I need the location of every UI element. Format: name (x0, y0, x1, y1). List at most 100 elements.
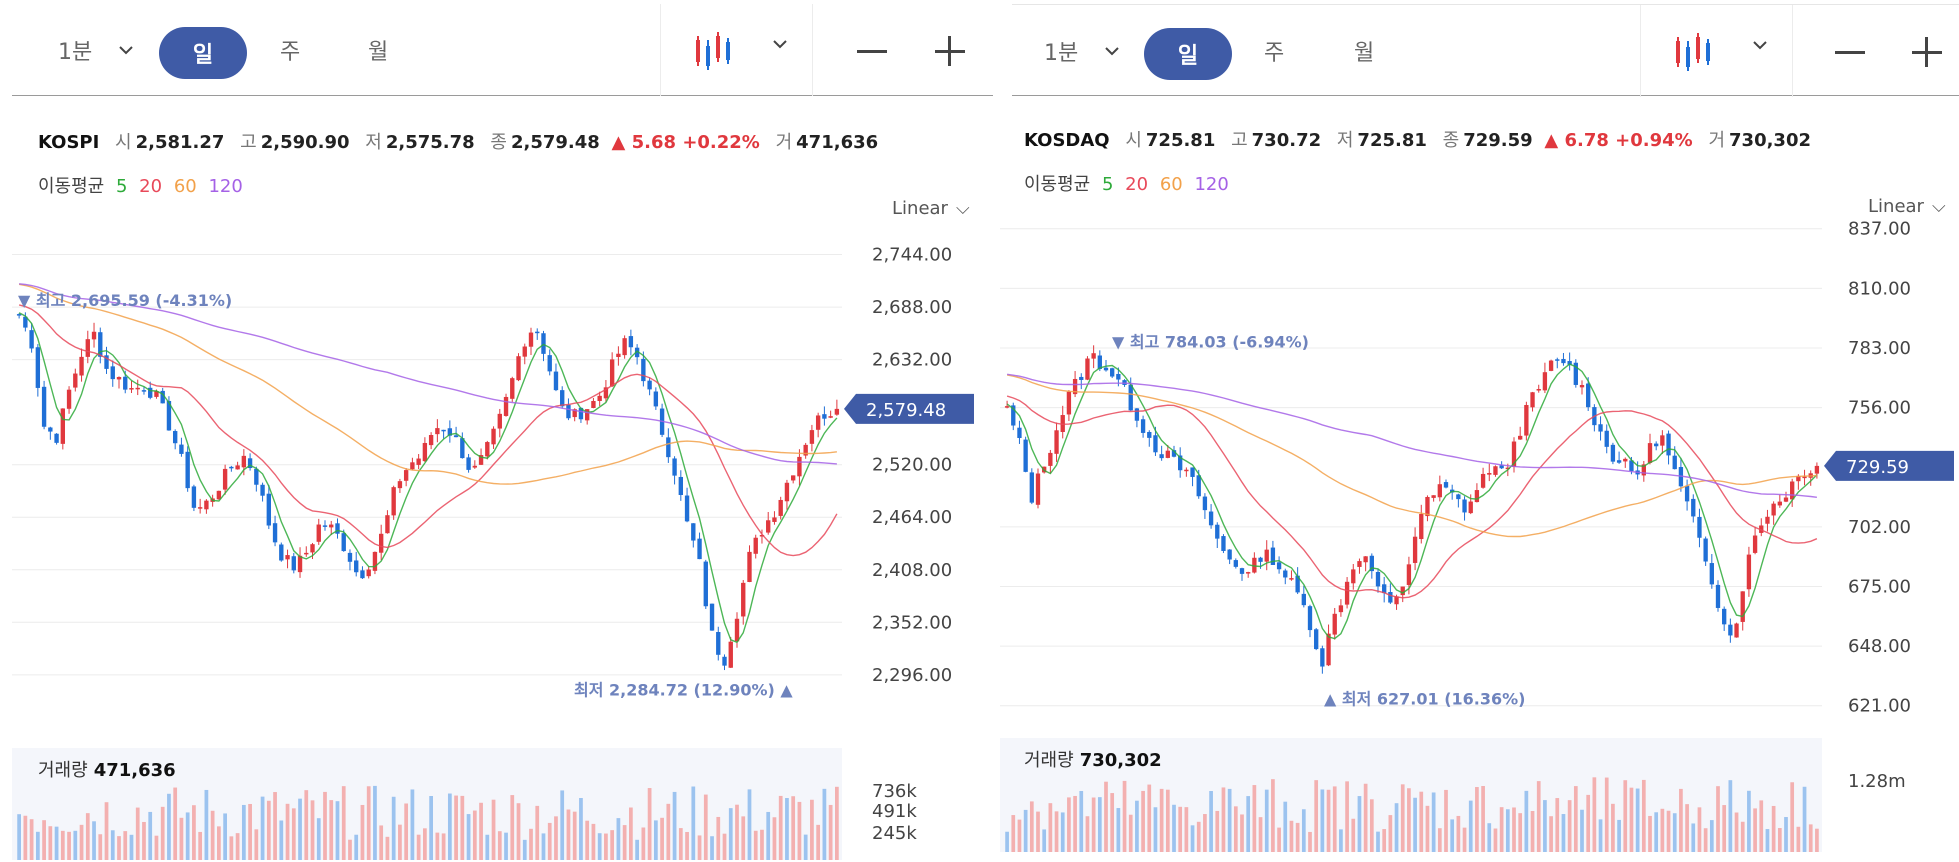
candle-body (1178, 455, 1183, 471)
volume-bar (304, 790, 309, 860)
tab-month[interactable]: 월 (368, 40, 389, 65)
volume-bar (273, 792, 277, 860)
candle-body (734, 618, 740, 642)
ma5-line (18, 312, 838, 644)
candle-body (772, 517, 777, 522)
volume-bar (366, 786, 371, 860)
candle-body (485, 442, 490, 457)
volume-bar (167, 793, 171, 860)
low-label: 저 (365, 132, 382, 153)
candle-body (603, 387, 609, 399)
chevron-down-icon: ⌵ (1931, 196, 1946, 217)
candle-body (1518, 435, 1523, 440)
tab-week[interactable]: 주 (1264, 41, 1285, 66)
scale-select[interactable]: Linear ⌵ (1868, 196, 1946, 217)
candle-body (229, 466, 234, 469)
ma5-legend: 5 (115, 176, 128, 197)
volume-bar (1172, 804, 1176, 852)
candle-body (91, 331, 97, 340)
kosdaq-candlestick-chart[interactable]: 837.00 810.00 783.00 756.00 702.00 675.00 648.… (1000, 0, 1959, 862)
candle-body (360, 570, 365, 579)
candle-body (1691, 498, 1696, 517)
volume-bar (1258, 817, 1263, 852)
volume-bar (1505, 809, 1510, 852)
candlestick-chart-icon[interactable] (692, 30, 738, 72)
candle-body (1165, 450, 1170, 458)
y-tick-label: 2,408.00 (872, 560, 952, 581)
volume-bar (1623, 780, 1628, 852)
candle-body (1567, 361, 1572, 365)
chevron-down-icon[interactable] (1102, 41, 1122, 61)
candle-body (510, 378, 515, 399)
candle-body (1190, 467, 1195, 477)
candle-body (135, 387, 140, 390)
tab-day[interactable]: 일 (1144, 28, 1232, 80)
candle-body (1184, 469, 1189, 472)
candle-body (428, 435, 434, 446)
volume-bar (1716, 786, 1720, 852)
volume-tick-label: 736k (872, 781, 917, 802)
ma120-line (19, 283, 837, 465)
candle-body (1344, 581, 1350, 605)
candle-body (366, 569, 371, 577)
volume-bar (1215, 810, 1220, 852)
volume-bar (1747, 790, 1751, 852)
interval-select[interactable]: 1분 (58, 40, 93, 65)
moving-average-legend[interactable]: 이동평균 5 20 60 120 (38, 172, 243, 198)
tab-week[interactable]: 주 (280, 40, 301, 65)
tab-day[interactable]: 일 (159, 27, 247, 79)
volume-bar (797, 801, 802, 860)
kospi-candlestick-chart[interactable]: 2,744.00 2,688.00 2,632.00 2,520.00 2,464.00… (0, 0, 993, 862)
candle-body (697, 538, 702, 560)
candle-body (1011, 405, 1016, 426)
volume-bar (117, 836, 121, 860)
candle-body (1258, 557, 1263, 562)
tab-month[interactable]: 월 (1354, 41, 1375, 66)
volume-tick-label: 245k (872, 823, 917, 844)
scale-label: Linear (1868, 196, 1924, 217)
volume-bar (1252, 785, 1257, 852)
volume-bar (1685, 804, 1689, 852)
volume-bar (1567, 800, 1572, 852)
candle-body (478, 455, 484, 465)
volume-label: 거 (775, 132, 793, 153)
interval-select[interactable]: 1분 (1044, 41, 1079, 66)
candle-body (1715, 584, 1721, 608)
candle-body (447, 428, 453, 436)
zoom-in-button-stroke (948, 36, 951, 66)
candle-body (647, 380, 652, 390)
volume-bar (1376, 831, 1380, 852)
candle-body (1524, 405, 1529, 436)
candle-body (54, 433, 59, 443)
volume-bar (629, 807, 633, 860)
zoom-out-button[interactable] (1835, 51, 1865, 54)
moving-average-legend[interactable]: 이동평균 5 20 60 120 (1024, 170, 1229, 196)
chevron-down-icon[interactable] (116, 40, 136, 60)
volume-bar (1277, 827, 1281, 852)
volume-bar (148, 811, 153, 860)
candle-body (716, 632, 721, 655)
volume-bar (316, 818, 321, 860)
chevron-down-icon[interactable] (770, 34, 790, 54)
volume-bar (1357, 796, 1362, 852)
candle-body (566, 404, 571, 419)
candle-body (116, 377, 122, 380)
candle-body (1103, 367, 1109, 371)
candle-body (98, 332, 103, 357)
min-annotation: 최저 2,284.72 (12.90%) ▲ (574, 680, 793, 699)
volume-bar (1580, 809, 1584, 852)
candle-body (784, 482, 790, 502)
zoom-out-button[interactable] (857, 50, 887, 53)
candle-body (728, 641, 733, 668)
candle-body (1326, 633, 1331, 666)
candle-body (522, 346, 527, 357)
chevron-down-icon[interactable] (1750, 35, 1770, 55)
volume-bar (547, 822, 552, 860)
price-info-row: KOSDAQ 시 725.81 고 730.72 저 725.81 종 729.59 ▲… (1024, 126, 1811, 152)
candle-body (1307, 606, 1313, 631)
candle-body (1252, 557, 1257, 573)
scale-select[interactable]: Linear ⌵ (892, 198, 970, 219)
volume-bar (460, 795, 465, 860)
candlestick-chart-icon[interactable] (1672, 31, 1718, 73)
y-tick-label: 2,688.00 (872, 297, 952, 318)
